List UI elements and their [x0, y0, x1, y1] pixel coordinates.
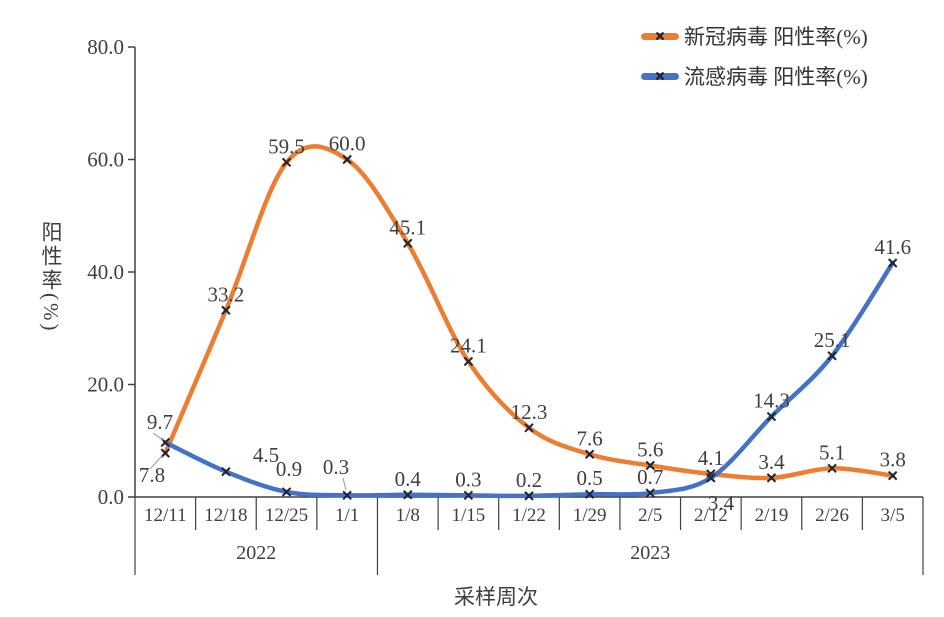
covid-data-label: 5.1 — [819, 440, 845, 464]
flu-point-x-marker — [281, 487, 292, 497]
flu-data-label: 0.4 — [395, 467, 422, 491]
legend: 新冠病毒 阳性率(%) 流感病毒 阳性率(%) — [641, 21, 868, 91]
covid-data-label: 3.8 — [880, 448, 906, 472]
flu-data-label: 0.3 — [323, 455, 349, 479]
flu-point-x-marker — [645, 488, 655, 498]
x-tick-label: 1/15 — [451, 505, 485, 526]
legend-label-covid: 新冠病毒 阳性率(%) — [684, 25, 868, 49]
covid-data-label: 7.8 — [139, 463, 165, 487]
covid-point-x-marker — [403, 238, 413, 249]
x-tick-label: 2/26 — [815, 505, 849, 526]
flu-point-x-marker — [827, 351, 837, 361]
flu-point-x-marker — [463, 490, 474, 501]
legend-item-covid: 新冠病毒 阳性率(%) — [641, 21, 868, 51]
covid-data-label: 45.1 — [389, 215, 426, 239]
covid-data-label: 59.5 — [268, 134, 305, 158]
covid-point-x-marker — [281, 157, 292, 168]
x-tick-label: 12/18 — [204, 505, 247, 526]
year-label: 2023 — [630, 542, 670, 564]
covid-point-x-marker — [463, 356, 474, 367]
x-marker-icon — [655, 71, 665, 81]
flu-data-label: 4.5 — [253, 443, 279, 467]
covid-data-label: 60.0 — [329, 132, 366, 156]
flu-data-label: 0.9 — [276, 457, 302, 481]
flu-point-x-marker — [160, 437, 171, 448]
covid-data-label: 33.2 — [208, 282, 245, 306]
covid-data-label: 12.3 — [511, 400, 548, 424]
covid-point-x-marker — [645, 460, 655, 471]
flu-data-label: 25.1 — [814, 328, 851, 352]
covid-point-x-marker — [827, 463, 837, 474]
y-axis-title: 阳性率(%) — [39, 221, 63, 334]
data-label-leader-line — [342, 477, 347, 491]
covid-data-label: 5.6 — [637, 438, 663, 462]
x-tick-label: 12/25 — [265, 505, 308, 526]
legend-label-flu: 流感病毒 阳性率(%) — [684, 65, 868, 89]
flu-data-label: 14.3 — [753, 389, 790, 413]
flu-data-label: 41.6 — [874, 235, 911, 259]
covid-point-x-marker — [160, 448, 171, 458]
flu-data-label: 9.7 — [147, 410, 173, 434]
x-tick-label: 2/19 — [755, 505, 789, 526]
flu-point-x-marker — [524, 491, 534, 501]
x-tick-label: 1/1 — [335, 505, 359, 526]
flu-series-swatch — [641, 71, 679, 81]
flu-point-x-marker — [403, 490, 413, 500]
legend-item-flu: 流感病毒 阳性率(%) — [641, 61, 868, 91]
flu-data-label: 3.4 — [708, 491, 735, 515]
covid-point-x-marker — [342, 154, 352, 165]
covid-series-swatch — [641, 31, 679, 41]
covid-data-label: 24.1 — [450, 333, 487, 357]
x-tick-label: 1/29 — [573, 505, 607, 526]
x-tick-label: 12/11 — [144, 505, 187, 526]
covid-data-label: 3.4 — [758, 450, 785, 474]
flu-point-x-marker — [766, 411, 777, 422]
x-tick-label: 3/5 — [881, 505, 905, 526]
data-label-leader-line — [152, 432, 164, 441]
flu-data-label: 0.7 — [637, 465, 663, 489]
covid-point-x-marker — [524, 423, 534, 433]
covid-line — [163, 144, 895, 481]
x-tick-label: 2/5 — [638, 505, 662, 526]
covid-point-x-marker — [766, 473, 777, 483]
x-tick-label: 2/12 — [694, 505, 728, 526]
covid-data-label: 4.1 — [698, 446, 724, 470]
x-tick-label: 1/8 — [396, 505, 420, 526]
y-tick-label: 80.0 — [87, 35, 124, 59]
flu-data-label: 0.2 — [516, 468, 542, 492]
y-tick-label: 0.0 — [98, 485, 124, 509]
x-tick-label: 1/22 — [512, 505, 546, 526]
flu-point-x-marker — [221, 466, 231, 477]
flu-point-x-marker — [584, 489, 595, 499]
data-label-leader-line — [149, 455, 163, 470]
flu-data-label: 0.3 — [455, 467, 481, 491]
x-axis-title: 采样周次 — [454, 585, 538, 609]
flu-data-label: 0.5 — [576, 466, 602, 490]
flu-point-x-marker — [342, 490, 352, 501]
covid-point-x-marker — [221, 305, 231, 315]
flu-point-x-marker — [887, 258, 898, 268]
covid-point-x-marker — [584, 449, 595, 459]
year-label: 2022 — [236, 542, 276, 564]
x-marker-icon — [655, 31, 665, 41]
y-tick-label: 40.0 — [87, 260, 124, 284]
flu-point-x-marker — [706, 473, 716, 483]
y-tick-label: 20.0 — [87, 373, 124, 397]
covid-point-x-marker — [887, 470, 898, 481]
y-tick-label: 60.0 — [87, 148, 124, 172]
covid-data-label: 7.6 — [576, 426, 602, 450]
